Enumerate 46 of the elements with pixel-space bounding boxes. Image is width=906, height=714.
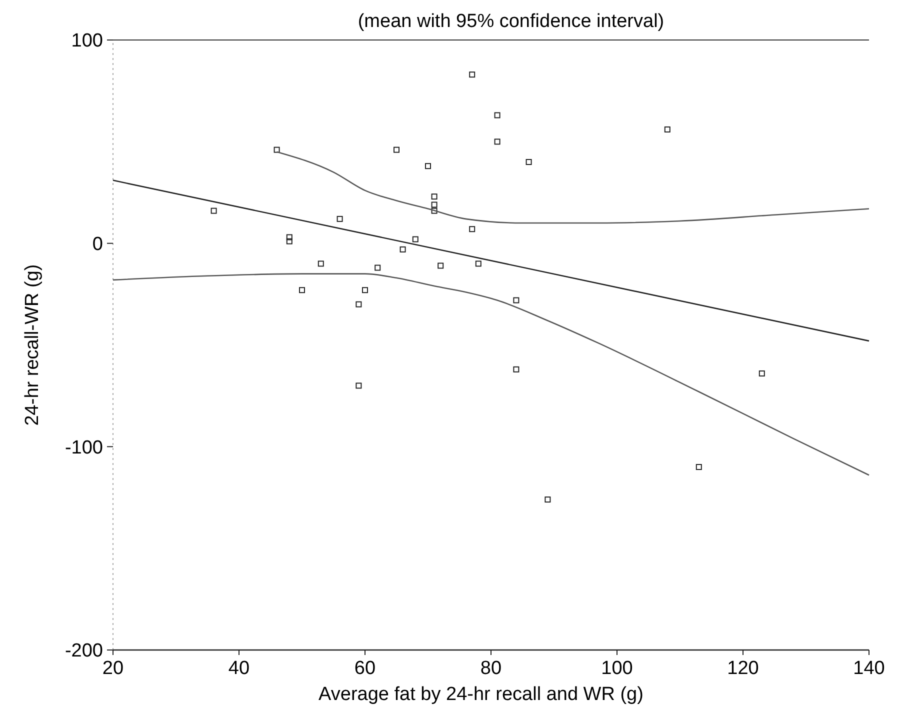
line-series	[112, 273, 870, 476]
point	[438, 262, 444, 269]
point	[374, 264, 381, 271]
point	[475, 260, 482, 267]
y-axis-title: 24-hr recall-WR (g)	[22, 264, 43, 426]
y-tick-label: -100	[64, 437, 103, 458]
y-tick-label: 0	[92, 234, 103, 255]
x-tick-label: 140	[853, 658, 885, 679]
point	[274, 146, 280, 153]
x-axis-title: Average fat by 24-hr recall and WR (g)	[318, 684, 644, 705]
point	[400, 246, 406, 252]
point	[494, 138, 500, 145]
x-tick-label: 60	[354, 658, 376, 679]
x-tick-label: 120	[727, 658, 759, 679]
point	[318, 260, 324, 267]
x-tick-label: 100	[601, 658, 633, 679]
point	[513, 366, 520, 372]
point	[469, 226, 476, 232]
point	[286, 234, 292, 240]
point	[664, 126, 670, 132]
point	[412, 236, 418, 242]
point	[286, 238, 292, 244]
point	[394, 146, 400, 153]
chart-title: (mean with 95% confidence interval)	[358, 11, 664, 32]
point	[336, 216, 343, 222]
point	[494, 112, 500, 118]
point	[526, 159, 532, 165]
point	[210, 208, 217, 214]
point	[356, 382, 362, 389]
point	[425, 163, 431, 170]
point	[513, 297, 520, 304]
point	[758, 370, 765, 376]
point	[356, 301, 362, 308]
x-tick-label: 40	[228, 658, 250, 679]
point	[431, 202, 438, 208]
x-tick-label: 80	[480, 658, 502, 679]
x-tick-label: 20	[102, 658, 124, 679]
point	[431, 194, 438, 200]
point	[469, 72, 476, 78]
y-tick-label: 100	[71, 30, 103, 52]
y-tick-label: -200	[64, 640, 103, 662]
point	[362, 287, 368, 294]
point	[544, 496, 551, 503]
point	[299, 287, 305, 294]
point	[431, 208, 438, 214]
point	[696, 464, 702, 470]
